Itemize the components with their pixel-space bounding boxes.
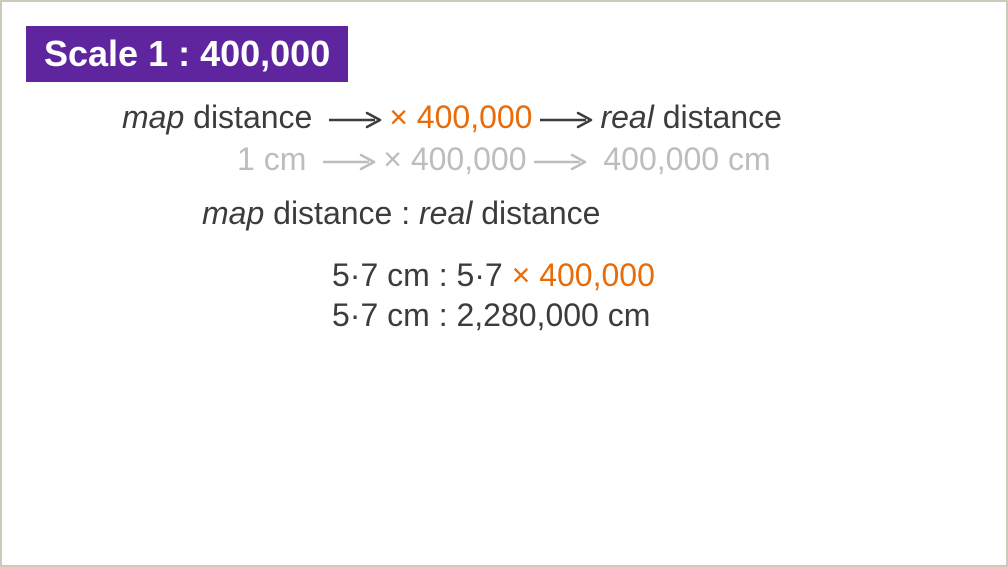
ratio-label-line: map distance : real distance bbox=[202, 194, 600, 232]
worked-ratio-step1: 5·7 cm : 5·7 × 400,000 bbox=[332, 256, 655, 294]
slide-page: Scale 1 : 400,000 map distance × 400,000… bbox=[2, 2, 1006, 565]
title-banner: Scale 1 : 400,000 bbox=[26, 26, 348, 82]
map-label-rest: distance : bbox=[264, 195, 419, 231]
example-mult: × 400,000 bbox=[383, 141, 526, 177]
conversion-formula-line: map distance × 400,000 real distance bbox=[122, 98, 782, 136]
map-label-italic: map bbox=[202, 195, 264, 231]
real-label-italic: real bbox=[600, 99, 653, 135]
arrow-icon bbox=[321, 111, 389, 129]
title-text: Scale 1 : 400,000 bbox=[44, 33, 330, 74]
map-label-italic: map bbox=[122, 99, 184, 135]
arrow-icon bbox=[526, 153, 594, 171]
example-right: 400,000 cm bbox=[594, 141, 770, 177]
arrow-icon bbox=[532, 111, 600, 129]
worked-left: 5·7 cm : 5·7 bbox=[332, 257, 512, 293]
arrow-icon bbox=[315, 153, 383, 171]
example-left: 1 cm bbox=[237, 141, 315, 177]
conversion-example-line: 1 cm × 400,000 400,000 cm bbox=[237, 140, 771, 178]
map-label-rest: distance bbox=[184, 99, 321, 135]
real-label-rest: distance bbox=[654, 99, 782, 135]
worked-result-text: 5·7 cm : 2,280,000 cm bbox=[332, 297, 650, 333]
real-label-italic: real bbox=[419, 195, 472, 231]
real-label-rest: distance bbox=[472, 195, 600, 231]
worked-ratio-result: 5·7 cm : 2,280,000 cm bbox=[332, 296, 650, 334]
worked-mult: × 400,000 bbox=[512, 257, 655, 293]
multiplier-text: × 400,000 bbox=[389, 99, 532, 135]
